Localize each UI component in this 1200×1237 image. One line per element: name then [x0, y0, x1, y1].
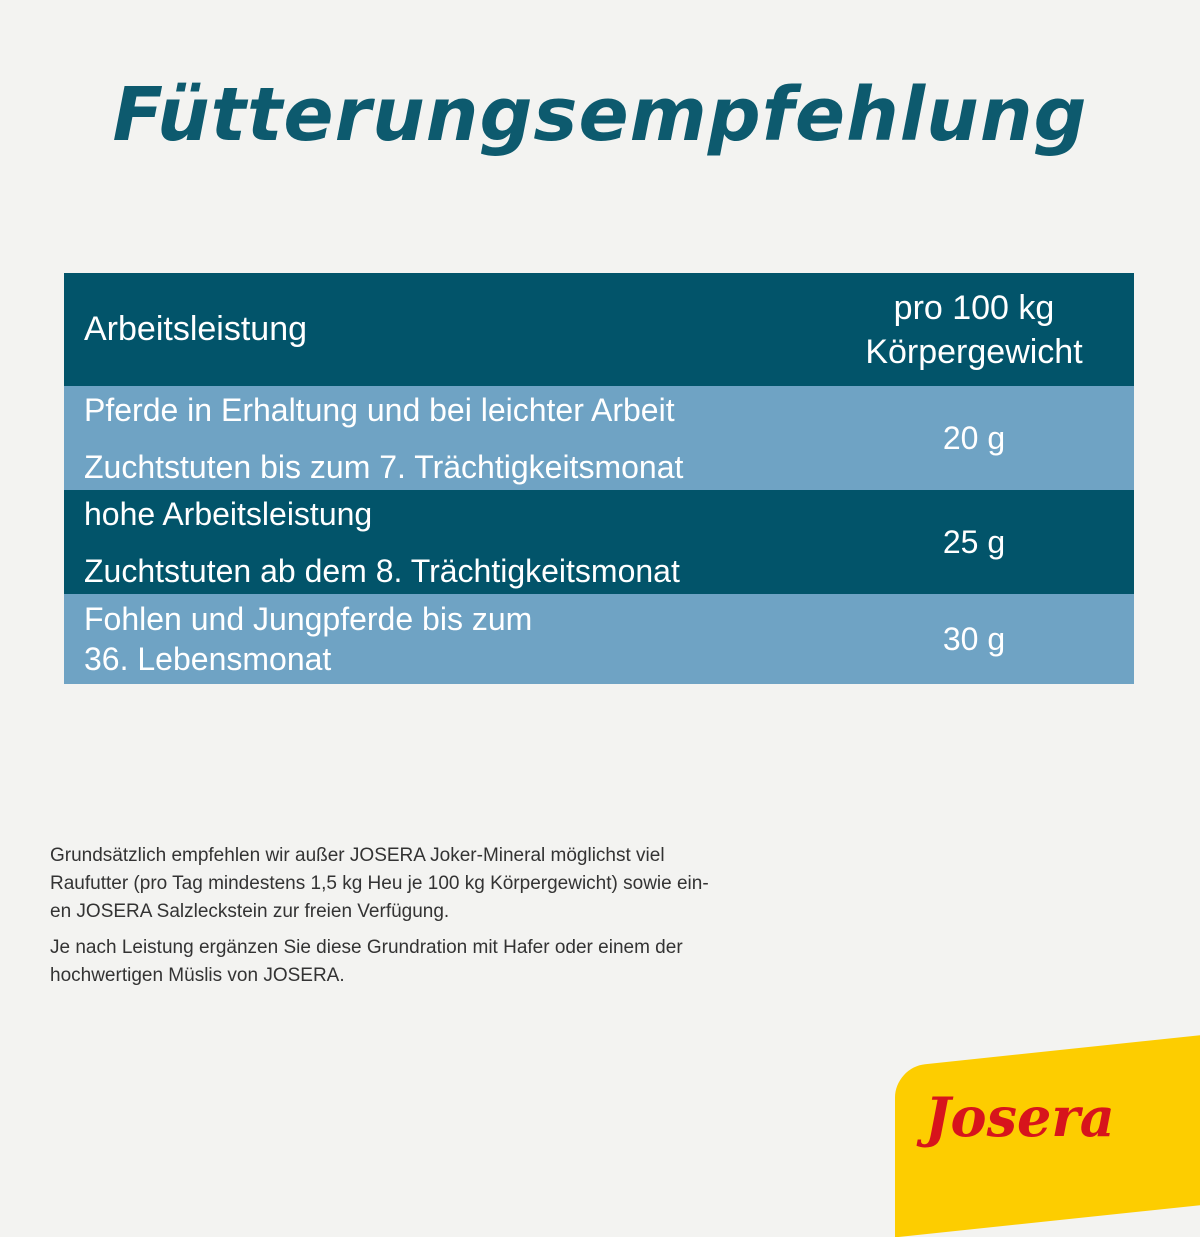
header-amount: pro 100 kg Körpergewicht: [814, 273, 1134, 386]
feeding-note: Grundsätzlich empfehlen wir außer JOSERA…: [50, 842, 810, 998]
page-title: Fütterungsempfehlung: [112, 72, 1088, 158]
row-label: 36. Lebensmonat: [84, 641, 332, 677]
row-label: Zuchtstuten ab dem 8. Trächtigkeitsmonat: [84, 553, 680, 589]
row-label: Fohlen und Jungpferde bis zum: [84, 601, 533, 637]
note-paragraph-2: Je nach Leistung ergänzen Sie diese Grun…: [50, 934, 810, 990]
row-label: Zuchtstuten bis zum 7. Trächtigkeitsmona…: [84, 449, 684, 485]
row-amount: 25 g: [942, 523, 1006, 560]
header-work-level: Arbeitsleistung: [84, 310, 308, 348]
feeding-table: Arbeitsleistung pro 100 kg Körpergewicht…: [64, 273, 1134, 684]
note-line: en JOSERA Salzleckstein zur freien Verfü…: [50, 901, 450, 922]
header-amount-line1: pro 100 kg: [893, 288, 1055, 327]
note-line: Raufutter (pro Tag mindestens 1,5 kg Heu…: [50, 873, 709, 894]
note-line: Grundsätzlich empfehlen wir außer JOSERA…: [50, 845, 665, 866]
row-label: hohe Arbeitsleistung: [84, 496, 373, 532]
row-label: Pferde in Erhaltung und bei leichter Arb…: [84, 392, 675, 428]
note-paragraph-1: Grundsätzlich empfehlen wir außer JOSERA…: [50, 842, 810, 926]
table-row: Fohlen und Jungpferde bis zum 36. Lebensm…: [64, 594, 1134, 684]
table-row: hohe Arbeitsleistung Zuchtstuten ab dem 8…: [64, 490, 1134, 594]
row-amount: 30 g: [942, 620, 1006, 657]
note-line: Je nach Leistung ergänzen Sie diese Grun…: [50, 937, 683, 958]
header-amount-line2: Körpergewicht: [865, 332, 1083, 371]
note-line: hochwertigen Müslis von JOSERA.: [50, 965, 345, 986]
row-amount: 20 g: [942, 419, 1006, 456]
brand-logo: Josera: [925, 1085, 1115, 1149]
table-row: Pferde in Erhaltung und bei leichter Arb…: [64, 386, 1134, 490]
table-header: Arbeitsleistung pro 100 kg Körpergewicht: [64, 273, 1134, 386]
